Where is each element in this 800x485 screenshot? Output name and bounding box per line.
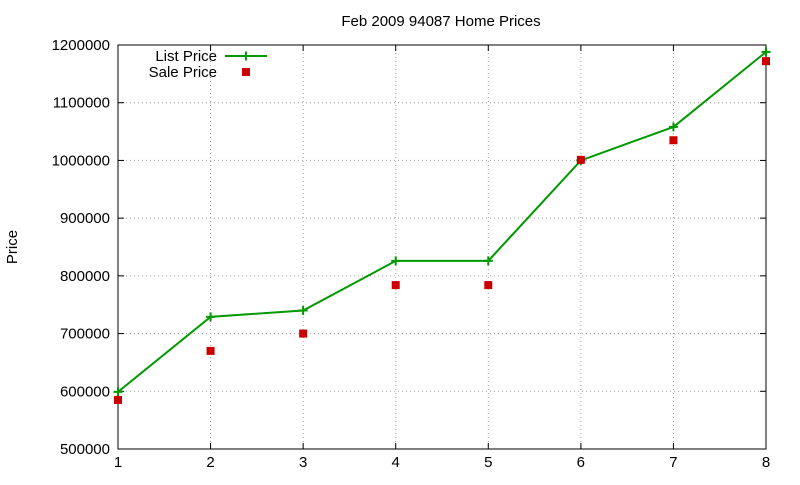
- sale-price-point: [299, 329, 308, 338]
- y-tick-label: 800000: [60, 268, 110, 285]
- y-tick-label: 700000: [60, 326, 110, 343]
- legend-list-price-marker: [241, 51, 251, 61]
- x-tick-label: 8: [762, 454, 770, 471]
- grid: [118, 45, 766, 449]
- y-tick-label: 500000: [60, 441, 110, 458]
- list-price-point: [113, 387, 123, 397]
- list-price-point: [483, 256, 493, 266]
- sale-price-point: [576, 155, 585, 164]
- list-price-line: [117, 51, 767, 393]
- y-tick-label: 900000: [60, 210, 110, 227]
- legend-symbols: [225, 51, 267, 76]
- plot-frame: [117, 44, 767, 450]
- sale-price-point: [391, 281, 400, 290]
- list-price-point: [206, 312, 216, 322]
- sale-price-point: [669, 136, 678, 145]
- x-tick-label: 2: [206, 454, 214, 471]
- y-axis-label: Price: [4, 230, 21, 264]
- legend-sale-price-marker: [242, 68, 250, 76]
- list-price-point: [298, 305, 308, 315]
- sale-price-point: [206, 346, 215, 355]
- y-tick-label: 1200000: [52, 37, 110, 54]
- x-tick-label: 5: [484, 454, 492, 471]
- y-tick-label: 1100000: [53, 95, 110, 112]
- list-price-point: [761, 47, 771, 57]
- legend-label-sale-price: Sale Price: [149, 64, 217, 81]
- x-tick-label: 1: [114, 454, 122, 471]
- list-price-point: [668, 122, 678, 132]
- axes: 500000 600000 700000 800000 900000 1000000 110…: [52, 37, 771, 471]
- legend: List Price Sale Price: [149, 48, 267, 81]
- sale-price-point: [762, 57, 770, 66]
- x-tick-label: 4: [392, 454, 400, 471]
- x-tick-label: 6: [577, 454, 585, 471]
- x-tick-label: 7: [669, 454, 677, 471]
- legend-label-list-price: List Price: [155, 48, 217, 65]
- y-tick-label: 600000: [60, 383, 110, 400]
- y-tick-label: 1000000: [52, 152, 110, 169]
- chart-title: Feb 2009 94087 Home Prices: [341, 13, 540, 30]
- sale-price-point: [114, 395, 122, 404]
- sale-price-point: [484, 281, 493, 290]
- list-price-point: [391, 256, 401, 266]
- series: [113, 47, 771, 404]
- x-tick-label: 3: [299, 454, 307, 471]
